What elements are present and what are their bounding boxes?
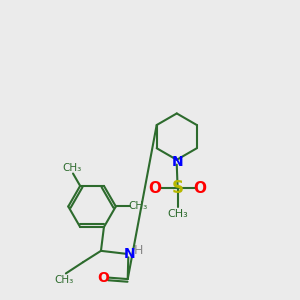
Text: O: O (148, 181, 162, 196)
Text: CH₃: CH₃ (55, 275, 74, 285)
Text: N: N (172, 155, 184, 169)
Text: O: O (98, 271, 109, 285)
Text: N: N (123, 247, 135, 261)
Text: H: H (134, 244, 143, 257)
Text: CH₃: CH₃ (167, 209, 188, 219)
Text: S: S (172, 179, 184, 197)
Text: O: O (194, 181, 207, 196)
Text: CH₃: CH₃ (62, 163, 82, 173)
Text: CH₃: CH₃ (129, 201, 148, 211)
